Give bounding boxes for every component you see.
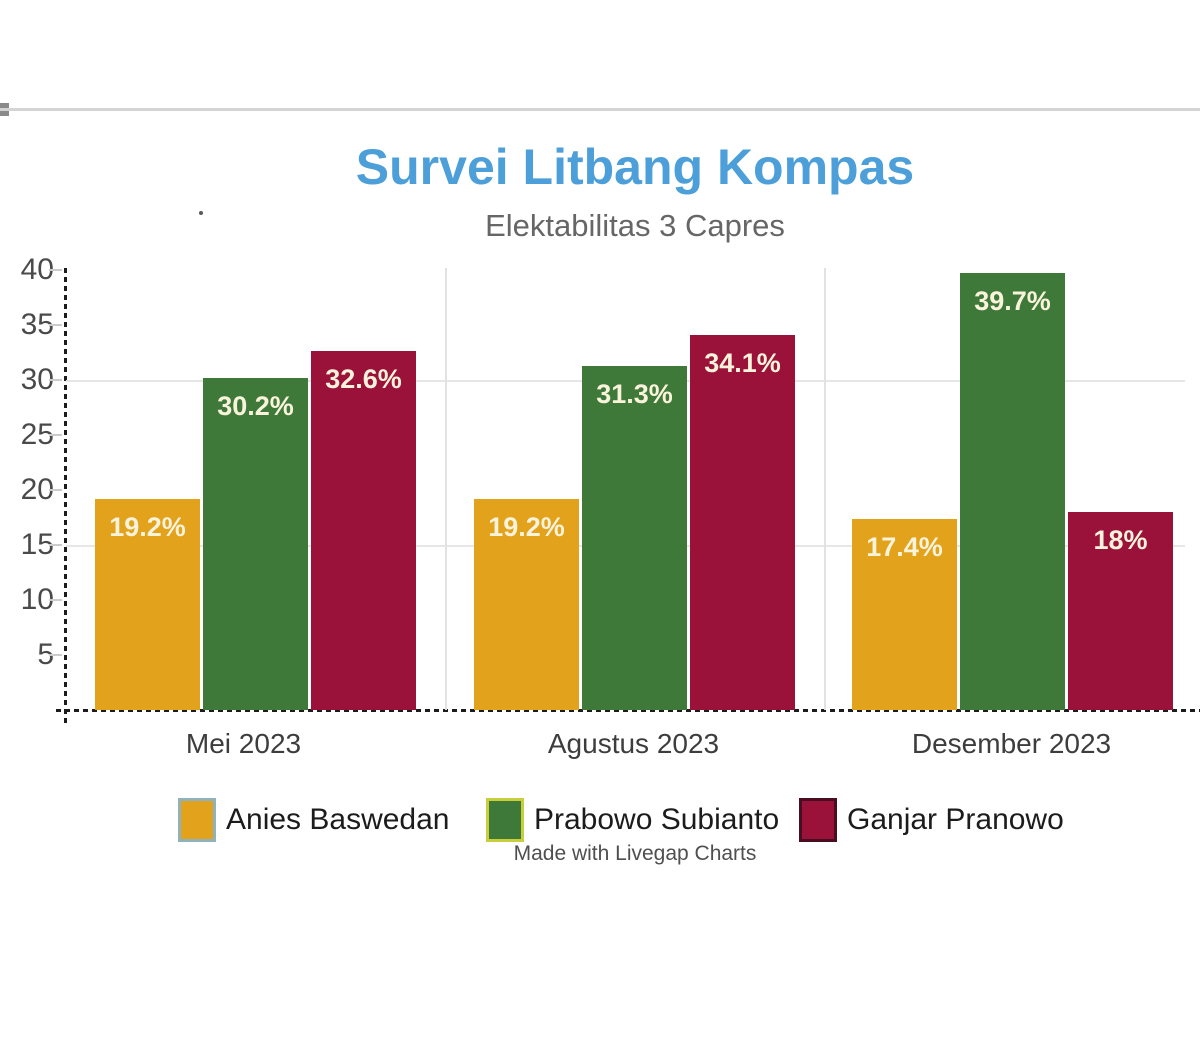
y-axis-tick-mark [49,379,62,381]
bar-anies-3: 17.4% [852,519,957,710]
y-axis-tick-mark [49,544,62,546]
bar-value-label: 31.3% [596,379,673,409]
bar-ganjar-1: 32.6% [311,351,416,710]
bar-anies-2: 19.2% [474,499,579,710]
v-gridline [445,268,447,710]
bar-value-label: 18% [1093,525,1148,555]
legend-label-prabowo: Prabowo Subianto [534,803,780,836]
legend-label-anies: Anies Baswedan [226,803,450,836]
y-axis-tick-mark [49,434,62,436]
x-axis-line [56,709,1200,712]
y-axis-tick-label: 10 [20,583,54,616]
y-axis-tick-label: 30 [20,363,54,396]
bar-value-label: 32.6% [325,364,402,394]
y-axis-tick-label: 5 [37,638,54,671]
bar-prabowo-2: 31.3% [582,366,687,710]
bar-value-label: 39.7% [974,286,1051,316]
legend-item-anies: Anies Baswedan [178,798,449,842]
legend-swatch-ganjar [799,798,837,842]
bar-prabowo-1: 30.2% [203,378,308,710]
legend-swatch-prabowo [486,798,524,842]
bar-anies-1: 19.2% [95,499,200,710]
legend-label-ganjar: Ganjar Pranowo [847,803,1064,836]
bar-value-label: 30.2% [217,391,294,421]
legend-item-prabowo: Prabowo Subianto [486,798,779,842]
y-axis-tick-label: 20 [20,473,54,506]
bar-value-label: 19.2% [109,512,186,542]
y-axis-line [64,268,67,726]
y-axis-tick-label: 25 [20,418,54,451]
bar-ganjar-3: 18% [1068,512,1173,710]
y-axis-tick-mark [49,269,62,271]
bar-prabowo-3: 39.7% [960,273,1065,710]
attribution-text: Made with Livegap Charts [513,842,757,865]
y-axis-tick-mark [49,489,62,491]
x-axis-label-1: Mei 2023 [185,728,302,759]
y-axis-tick-label: 35 [20,308,54,341]
legend-item-ganjar: Ganjar Pranowo [799,798,1064,842]
y-axis-tick-mark [49,599,62,601]
y-axis-tick-label: 15 [20,528,54,561]
bar-ganjar-2: 34.1% [690,335,795,710]
v-gridline [824,268,826,710]
x-axis-label-2: Agustus 2023 [547,728,720,759]
bar-value-label: 19.2% [488,512,565,542]
chart-title: Survei Litbang Kompas [355,139,915,195]
chart-subtitle: Elektabilitas 3 Capres [485,208,785,243]
x-axis-label-3: Desember 2023 [911,728,1112,759]
dot-artifact [199,211,203,215]
y-axis-tick-mark [49,324,62,326]
y-axis-tick-mark [49,654,62,656]
bar-value-label: 34.1% [704,348,781,378]
top-rule [0,108,1200,111]
bar-value-label: 17.4% [866,532,943,562]
legend-swatch-anies [178,798,216,842]
y-axis-tick-label: 40 [20,253,54,286]
